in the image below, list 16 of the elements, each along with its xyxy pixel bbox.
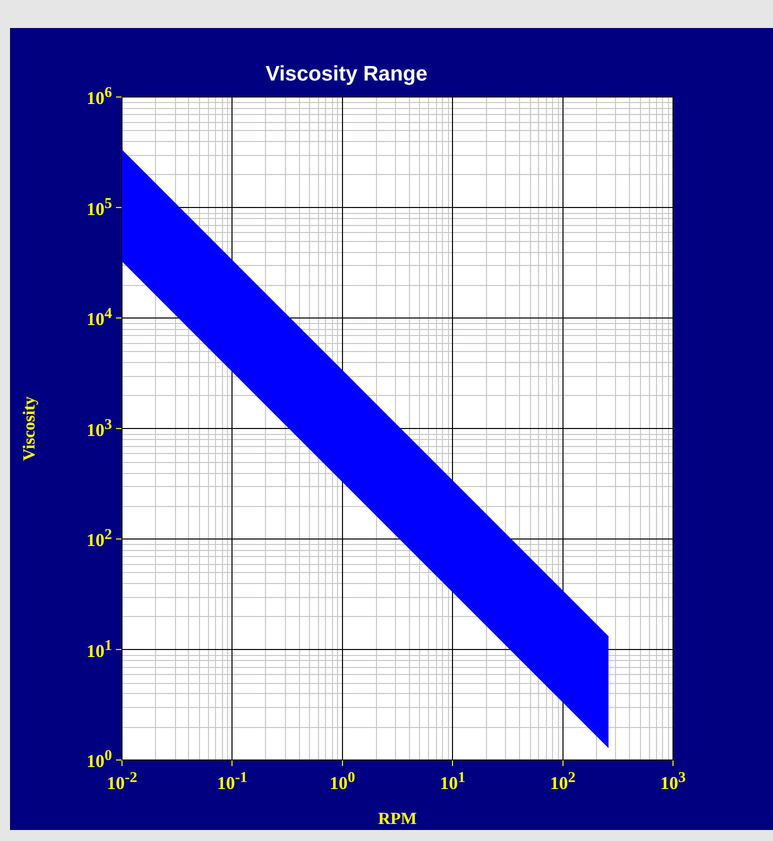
y-tick-label: 10$^{5}$ [86,196,112,220]
x-tick-label: 10$^{-2}$ [106,770,138,794]
y-tick-label: 10$^{3}$ [86,416,112,441]
x-tick-label: 10$^{1}$ [440,770,466,794]
x-tick-label: 10$^{-1}$ [216,770,248,794]
y-tick-label: 10$^{2}$ [86,527,112,552]
y-tick-label: 10$^{1}$ [86,638,112,662]
y-tick-label: 10$^{0}$ [86,748,112,772]
y-tick-label: 10$^{6}$ [86,85,112,110]
x-tick-label: 10$^{0}$ [330,770,356,794]
chart-title: Viscosity Range [266,62,428,86]
y-axis-title: Viscosity [20,396,39,461]
x-tick-label: 10$^{2}$ [550,770,576,794]
x-axis-title: RPM [378,809,417,828]
y-tick-label: 10$^{4}$ [86,306,112,330]
x-tick-label: 10$^{3}$ [660,770,686,794]
